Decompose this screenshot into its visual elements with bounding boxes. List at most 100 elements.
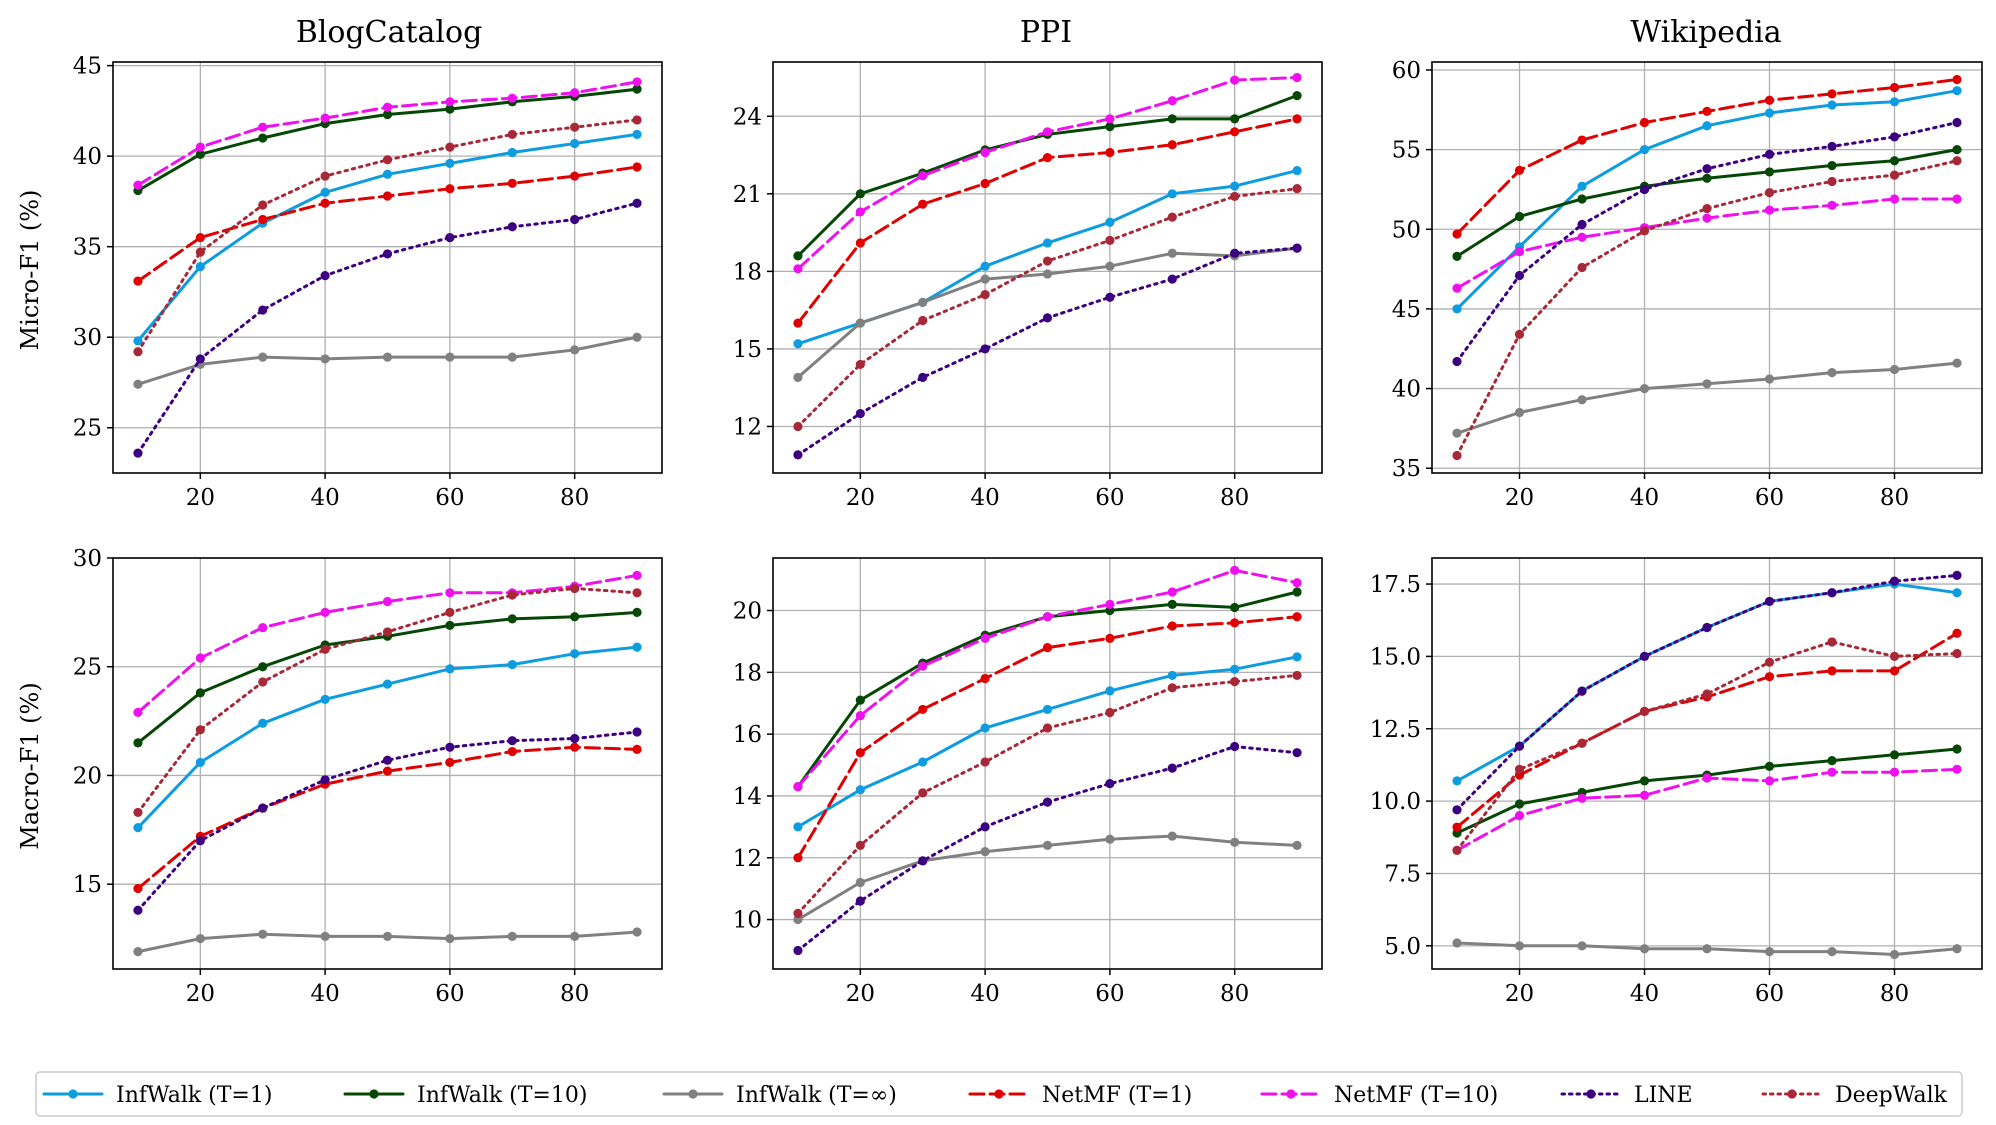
- data-point: [258, 622, 268, 633]
- y-tick-label: 15: [733, 337, 762, 363]
- data-point: [1827, 141, 1837, 152]
- data-point: [1452, 845, 1462, 855]
- data-point: [1452, 283, 1462, 293]
- data-point: [382, 249, 393, 259]
- data-point: [320, 198, 330, 208]
- data-point: [570, 345, 580, 355]
- data-point: [1514, 941, 1525, 951]
- x-tick-label: 40: [1630, 981, 1659, 1007]
- x-tick-label: 60: [1755, 485, 1784, 511]
- legend-swatch-marker: [1586, 1089, 1596, 1099]
- data-point: [793, 251, 803, 261]
- data-point: [1639, 944, 1650, 954]
- data-point: [1827, 767, 1837, 777]
- series-line: [136, 730, 639, 912]
- data-point: [1764, 947, 1775, 957]
- data-point: [632, 115, 642, 125]
- data-point: [382, 755, 393, 765]
- y-tick-label: 5.0: [1384, 934, 1421, 960]
- data-point: [793, 421, 803, 432]
- data-point: [1577, 181, 1587, 191]
- data-point: [1292, 612, 1302, 622]
- y-axis-label-macro: Macro-F1 (%): [16, 682, 44, 849]
- x-tick-label: 60: [1755, 981, 1784, 1007]
- y-axis-label-micro: Micro-F1 (%): [16, 190, 44, 351]
- data-point: [1042, 313, 1053, 323]
- axes-frame: [772, 557, 1323, 970]
- data-point: [1292, 578, 1302, 588]
- data-point: [1105, 292, 1115, 302]
- data-point: [507, 178, 517, 188]
- data-point: [195, 233, 205, 243]
- data-point: [1639, 145, 1650, 155]
- data-point: [1639, 184, 1650, 195]
- data-point: [1105, 147, 1115, 158]
- x-tick-label: 80: [560, 981, 589, 1007]
- x-tick-label: 40: [310, 485, 339, 511]
- data-point: [1514, 764, 1525, 774]
- series-line: [1455, 640, 1959, 852]
- data-point: [1702, 173, 1712, 183]
- data-point: [1764, 188, 1775, 198]
- data-point: [445, 352, 455, 362]
- data-point: [1702, 213, 1712, 223]
- data-point: [918, 661, 928, 671]
- x-tick-label: 80: [560, 485, 589, 511]
- data-point: [1764, 95, 1775, 105]
- data-point: [1452, 428, 1462, 438]
- data-point: [1452, 938, 1462, 948]
- data-point: [632, 607, 642, 617]
- panel-title: BlogCatalog: [296, 15, 483, 50]
- y-tick-label: 30: [73, 325, 102, 351]
- data-point: [1764, 672, 1775, 682]
- data-point: [1889, 194, 1900, 204]
- y-tick-label: 12.5: [1370, 717, 1421, 743]
- data-point: [445, 233, 455, 243]
- data-point: [1105, 599, 1115, 609]
- y-tick-label: 15: [73, 872, 102, 898]
- legend-label: DeepWalk: [1835, 1083, 1948, 1108]
- data-point: [918, 315, 928, 326]
- x-tick-label: 60: [435, 485, 464, 511]
- y-tick-label: 21: [733, 182, 762, 208]
- x-tick-label: 40: [970, 981, 999, 1007]
- x-tick-label: 20: [186, 485, 215, 511]
- data-point: [1230, 664, 1240, 674]
- data-point: [195, 725, 205, 735]
- panel-title: Wikipedia: [1630, 15, 1781, 50]
- data-point: [1639, 776, 1650, 786]
- data-point: [980, 846, 990, 857]
- data-point: [1827, 637, 1837, 647]
- data-point: [507, 931, 517, 941]
- data-point: [1952, 358, 1962, 368]
- data-point: [1167, 274, 1177, 284]
- data-point: [1952, 628, 1962, 638]
- data-point: [632, 162, 642, 172]
- data-point: [1167, 763, 1177, 773]
- data-point: [1167, 621, 1177, 631]
- panel-wikipedia-macro: 20 40 60 80 5.0 7.5 10.0 12.5 15.0 17.5: [1370, 557, 1983, 1007]
- data-point: [632, 727, 642, 737]
- data-point: [320, 354, 330, 364]
- data-point: [1292, 748, 1302, 758]
- data-point: [1042, 256, 1053, 266]
- y-tick-label: 60: [1392, 58, 1421, 84]
- data-point: [1230, 618, 1240, 628]
- data-point: [570, 612, 580, 622]
- data-point: [1514, 741, 1525, 751]
- data-point: [1952, 74, 1962, 85]
- data-point: [133, 823, 143, 833]
- data-point: [1230, 837, 1240, 847]
- data-point: [1639, 706, 1650, 717]
- data-point: [1764, 149, 1775, 159]
- data-point: [1764, 596, 1775, 607]
- data-point: [1167, 683, 1177, 693]
- data-point: [1702, 944, 1712, 954]
- data-point: [195, 354, 205, 364]
- data-point: [570, 214, 580, 225]
- data-point: [1952, 156, 1962, 166]
- axes-frame: [1431, 61, 1983, 474]
- data-point: [1042, 643, 1053, 653]
- data-point: [445, 588, 455, 598]
